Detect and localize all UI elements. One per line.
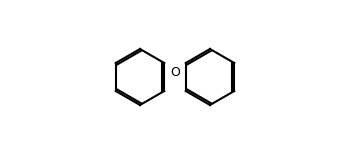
Text: O: O <box>170 65 180 78</box>
